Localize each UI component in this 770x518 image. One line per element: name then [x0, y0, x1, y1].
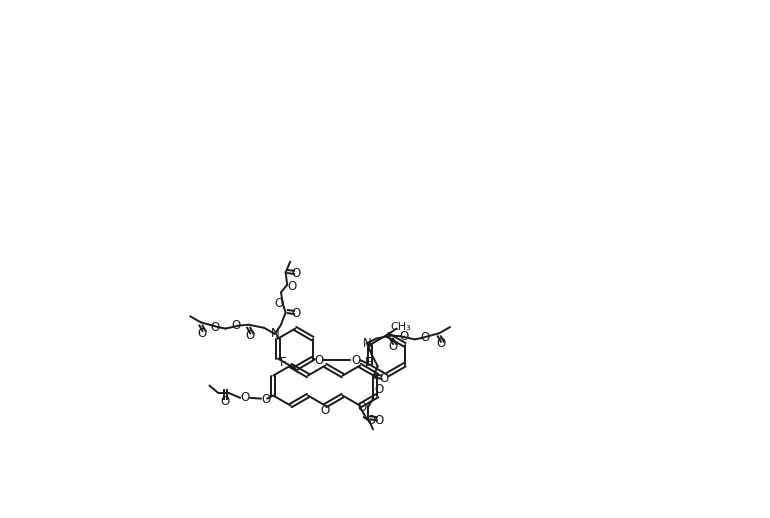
Text: O: O	[287, 280, 296, 293]
Text: N: N	[363, 337, 371, 350]
Text: F: F	[364, 356, 371, 369]
Text: O: O	[320, 404, 330, 416]
Text: O: O	[232, 319, 241, 332]
Text: O: O	[374, 383, 383, 396]
Text: O: O	[246, 329, 255, 342]
Text: O: O	[198, 327, 207, 340]
Text: O: O	[240, 392, 249, 405]
Text: F: F	[280, 356, 286, 369]
Text: O: O	[292, 308, 301, 321]
Text: O: O	[314, 354, 323, 367]
Text: O: O	[420, 332, 430, 344]
Text: O: O	[367, 414, 376, 427]
Text: O: O	[292, 267, 301, 280]
Text: O: O	[220, 395, 229, 408]
Text: O: O	[275, 297, 284, 310]
Text: N: N	[270, 327, 280, 340]
Text: O: O	[352, 354, 361, 367]
Text: O: O	[210, 321, 219, 334]
Text: O: O	[357, 401, 367, 414]
Text: O: O	[379, 372, 388, 385]
Text: O: O	[374, 414, 383, 427]
Text: O: O	[261, 393, 270, 406]
Text: O: O	[399, 330, 408, 343]
Text: O: O	[388, 340, 397, 353]
Text: O: O	[436, 338, 445, 351]
Text: CH₃: CH₃	[391, 322, 411, 332]
